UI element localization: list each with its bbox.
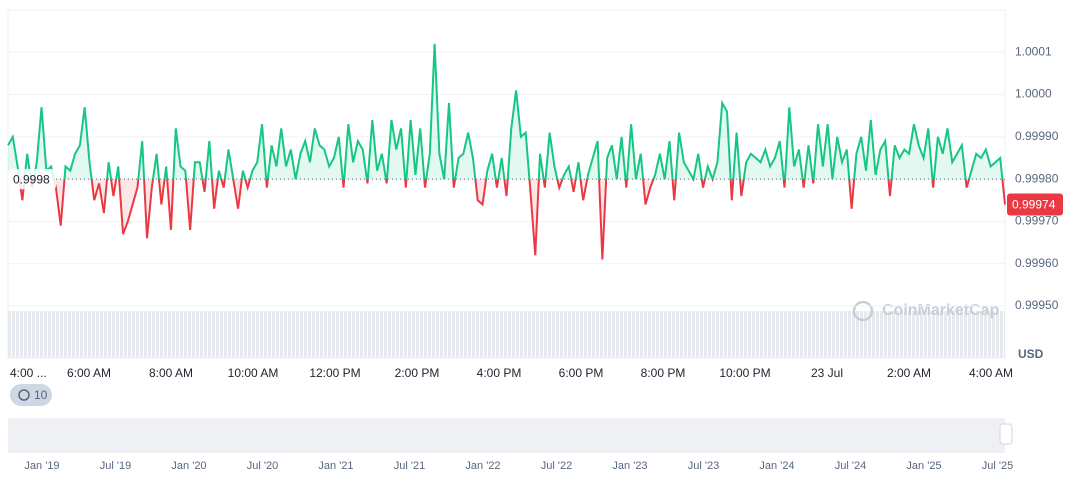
x-tick-label: 10:00 PM: [719, 366, 770, 380]
x-tick-label: 4:00 PM: [477, 366, 522, 380]
history-icon: [18, 389, 30, 401]
y-tick-label: 0.99950: [1015, 298, 1059, 312]
x-tick-label: 23 Jul: [811, 366, 843, 380]
y-tick-label: 0.99980: [1015, 171, 1059, 185]
x-tick-label: 12:00 PM: [309, 366, 360, 380]
navigator-label: Jan '23: [612, 460, 647, 472]
history-button[interactable]: [10, 384, 52, 406]
x-tick-label: 6:00 AM: [67, 366, 111, 380]
currency-label: USD: [1018, 347, 1044, 361]
navigator-label: Jan '20: [171, 460, 206, 472]
navigator-label: Jan '19: [24, 460, 59, 472]
navigator-handle[interactable]: [999, 423, 1013, 445]
baseline-label: 0.9998: [13, 172, 50, 186]
x-tick-label: 10:00 AM: [228, 366, 279, 380]
price-label: 0.99974: [1012, 198, 1056, 212]
baseline-badge: [8, 169, 56, 190]
volume-band: [8, 311, 1005, 358]
price-badge: [1007, 193, 1063, 216]
y-tick-label: 0.99990: [1015, 129, 1059, 143]
line-up: [7, 43, 1004, 180]
history-count: 10: [34, 388, 48, 402]
navigator-label: Jan '21: [318, 460, 353, 472]
navigator: [8, 418, 1005, 453]
navigator-label: Jan '24: [759, 460, 794, 472]
watermark-logo: [852, 300, 874, 322]
navigator-label: Jul '23: [688, 460, 719, 472]
x-tick-label: 4:00 ...: [10, 366, 47, 380]
y-tick-label: 0.99960: [1015, 256, 1059, 270]
navigator-label: Jul '19: [100, 460, 131, 472]
navigator-label: Jul '20: [247, 460, 278, 472]
navigator-label: Jul '21: [394, 460, 425, 472]
x-tick-label: 2:00 AM: [887, 366, 931, 380]
x-tick-label: 6:00 PM: [559, 366, 604, 380]
area-up: [8, 43, 1003, 180]
line-down: [18, 179, 1006, 260]
x-tick-label: 8:00 PM: [641, 366, 686, 380]
x-tick-label: 8:00 AM: [149, 366, 193, 380]
watermark: CoinMarketCap: [882, 302, 1000, 319]
x-tick-label: 2:00 PM: [395, 366, 440, 380]
navigator-label: Jul '25: [982, 460, 1013, 472]
navigator-label: Jul '24: [835, 460, 866, 472]
navigator-label: Jan '25: [906, 460, 941, 472]
y-tick-label: 1.0000: [1015, 87, 1052, 101]
navigator-label: Jan '22: [465, 460, 500, 472]
y-tick-label: 0.99970: [1015, 214, 1059, 228]
area-down: [8, 179, 1005, 260]
navigator-label: Jul '22: [541, 460, 572, 472]
x-tick-label: 4:00 AM: [969, 366, 1013, 380]
y-tick-label: 1.0001: [1015, 44, 1052, 58]
